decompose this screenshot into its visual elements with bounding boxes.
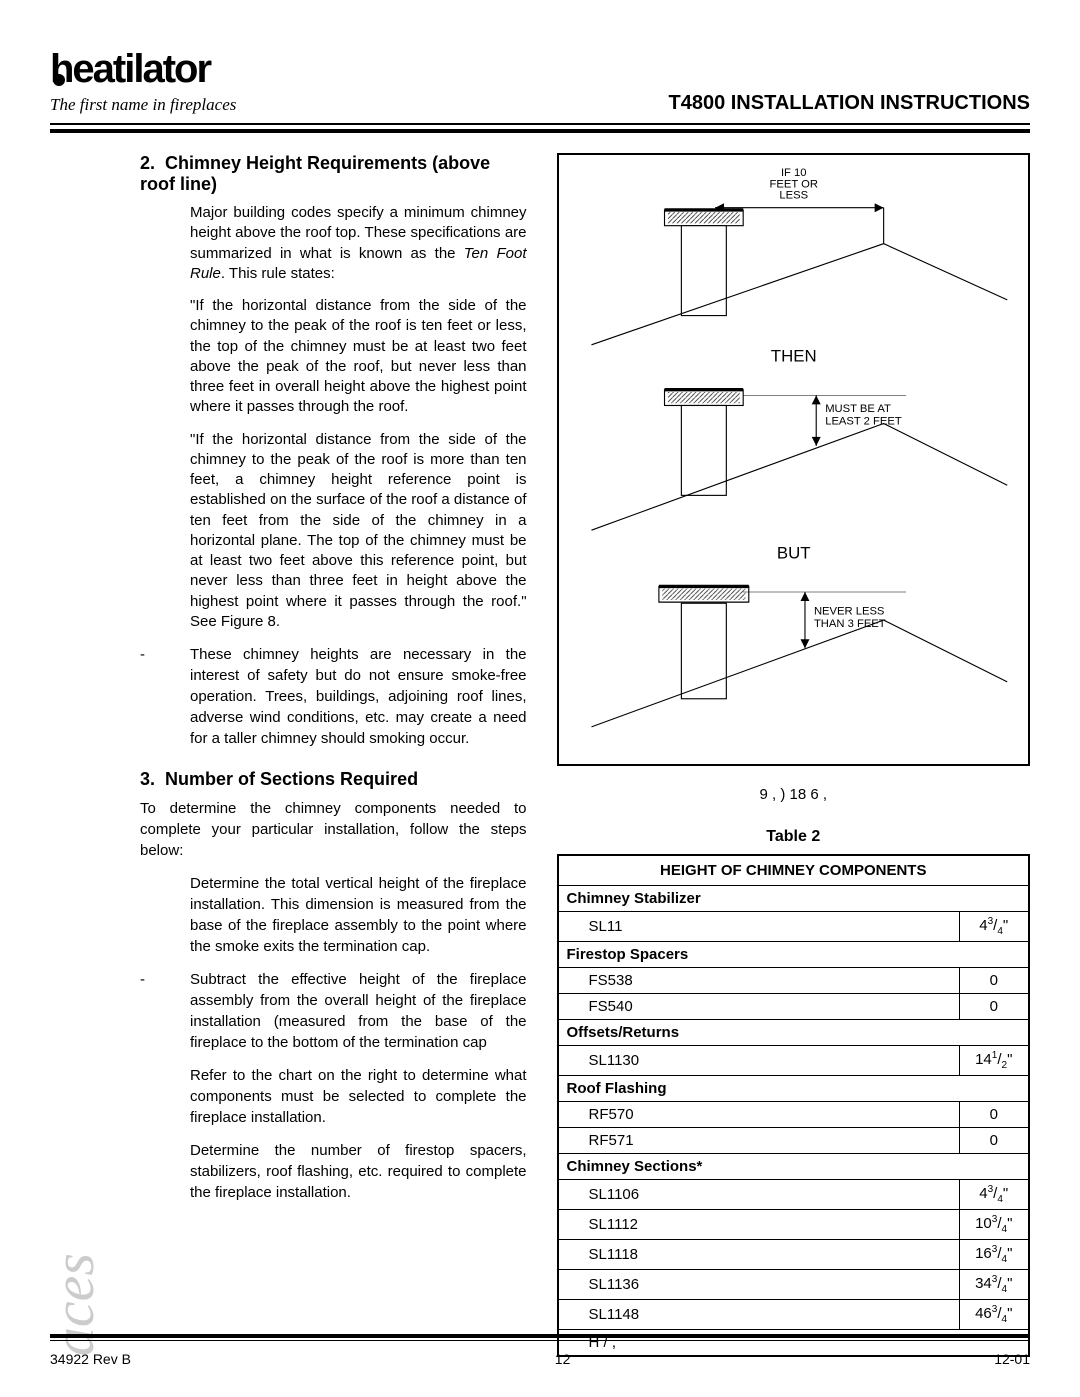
page-header: heatilator The first name in fireplaces … xyxy=(50,50,1030,125)
right-column: IF 10 FEET OR LESS THEN xyxy=(557,153,1030,1357)
logo-tagline: The first name in fireplaces xyxy=(50,95,270,115)
table-value: 103/4" xyxy=(959,1210,1029,1240)
table-value: 0 xyxy=(959,1128,1029,1154)
svg-text:heatilator: heatilator xyxy=(50,50,211,90)
table-row: SL1130141/2" xyxy=(558,1046,1029,1076)
section-3-step4: Determine the number of firestop spacers… xyxy=(140,1140,527,1203)
bullet-dash-icon: - xyxy=(140,969,190,1053)
table-value: 141/2" xyxy=(959,1046,1029,1076)
bullet-dash-icon: - xyxy=(140,644,190,749)
table-row: Roof Flashing xyxy=(558,1076,1029,1102)
table-part: SL1112 xyxy=(558,1210,959,1240)
section-2-p2: "If the horizontal distance from the sid… xyxy=(140,296,527,418)
logo-block: heatilator The first name in fireplaces xyxy=(50,50,270,115)
table-part: SL1118 xyxy=(558,1240,959,1270)
table-value: 163/4" xyxy=(959,1240,1029,1270)
svg-text:FEET OR: FEET OR xyxy=(769,178,817,190)
content-area: The first name in fireplaces 2. Chimney … xyxy=(50,153,1030,1357)
diagram-svg: IF 10 FEET OR LESS THEN xyxy=(569,165,1018,749)
table-row: FS5380 xyxy=(558,968,1029,994)
svg-text:LEAST 2 FEET: LEAST 2 FEET xyxy=(825,416,902,428)
logo-text: heatilator xyxy=(50,50,270,95)
table-row: FS5400 xyxy=(558,994,1029,1020)
table-part: FS540 xyxy=(558,994,959,1020)
table-row: RF5710 xyxy=(558,1128,1029,1154)
table-part: SL11 xyxy=(558,912,959,942)
table-row: RF5700 xyxy=(558,1102,1029,1128)
table-row: SL1136343/4" xyxy=(558,1270,1029,1300)
section-3-heading: 3. Number of Sections Required xyxy=(140,769,527,790)
table-row: Firestop Spacers xyxy=(558,942,1029,968)
table-part: SL1106 xyxy=(558,1180,959,1210)
section-3-step3: Refer to the chart on the right to deter… xyxy=(140,1065,527,1128)
section-3-step2: - Subtract the effective height of the f… xyxy=(140,969,527,1053)
table-part: RF570 xyxy=(558,1102,959,1128)
footer-date: 12-01 xyxy=(994,1351,1030,1367)
table-row: SL110643/4" xyxy=(558,1180,1029,1210)
table-part: FS538 xyxy=(558,968,959,994)
left-column: 2. Chimney Height Requirements (above ro… xyxy=(50,153,527,1357)
svg-text:IF 10: IF 10 xyxy=(780,167,806,179)
header-rule xyxy=(50,129,1030,133)
table-value: 463/4" xyxy=(959,1300,1029,1330)
page-footer: 34922 Rev B 12 12-01 xyxy=(50,1334,1030,1367)
table-value: 0 xyxy=(959,994,1029,1020)
diagram-caption: 9 , ) 18 6 , xyxy=(557,786,1030,803)
section-2-p1: Major building codes specify a minimum c… xyxy=(140,203,527,284)
table-value: 0 xyxy=(959,968,1029,994)
table-value: 43/4" xyxy=(959,1180,1029,1210)
table-part: SL1130 xyxy=(558,1046,959,1076)
svg-text:LESS: LESS xyxy=(779,190,808,202)
table-row: SL1118163/4" xyxy=(558,1240,1029,1270)
section-2-p3: "If the horizontal distance from the sid… xyxy=(140,430,527,633)
svg-text:NEVER LESS: NEVER LESS xyxy=(813,605,883,617)
section-2-heading: 2. Chimney Height Requirements (above ro… xyxy=(140,153,527,195)
table-caption: Table 2 xyxy=(557,828,1030,846)
section-3-intro: To determine the chimney components need… xyxy=(140,798,527,861)
svg-text:BUT: BUT xyxy=(776,543,810,562)
table-part: SL1148 xyxy=(558,1300,959,1330)
table-value: 343/4" xyxy=(959,1270,1029,1300)
document-title: T4800 INSTALLATION INSTRUCTIONS xyxy=(668,92,1030,115)
svg-text:THEN: THEN xyxy=(770,347,816,366)
footer-rev: 34922 Rev B xyxy=(50,1351,131,1367)
section-3-step1: Determine the total vertical height of t… xyxy=(140,873,527,957)
table-value: 0 xyxy=(959,1102,1029,1128)
table-category: Chimney Sections* xyxy=(558,1154,1029,1180)
table-row: SL1148463/4" xyxy=(558,1300,1029,1330)
chimney-diagram: IF 10 FEET OR LESS THEN xyxy=(557,153,1030,766)
table-category: Roof Flashing xyxy=(558,1076,1029,1102)
table-value: 43/4" xyxy=(959,912,1029,942)
table-row: SL1112103/4" xyxy=(558,1210,1029,1240)
table-row: SL1143/4" xyxy=(558,912,1029,942)
components-table: HEIGHT OF CHIMNEY COMPONENTS Chimney Sta… xyxy=(557,854,1030,1357)
table-part: SL1136 xyxy=(558,1270,959,1300)
table-category: Chimney Stabilizer xyxy=(558,886,1029,912)
table-part: RF571 xyxy=(558,1128,959,1154)
svg-text:THAN 3 FEET: THAN 3 FEET xyxy=(813,618,885,630)
table-row: Offsets/Returns xyxy=(558,1020,1029,1046)
table-header: HEIGHT OF CHIMNEY COMPONENTS xyxy=(558,855,1029,886)
table-category: Offsets/Returns xyxy=(558,1020,1029,1046)
footer-page: 12 xyxy=(555,1351,571,1367)
table-row: Chimney Stabilizer xyxy=(558,886,1029,912)
table-category: Firestop Spacers xyxy=(558,942,1029,968)
section-2-bullet: - These chimney heights are necessary in… xyxy=(140,644,527,749)
table-row: Chimney Sections* xyxy=(558,1154,1029,1180)
svg-text:MUST BE AT: MUST BE AT xyxy=(825,403,891,415)
